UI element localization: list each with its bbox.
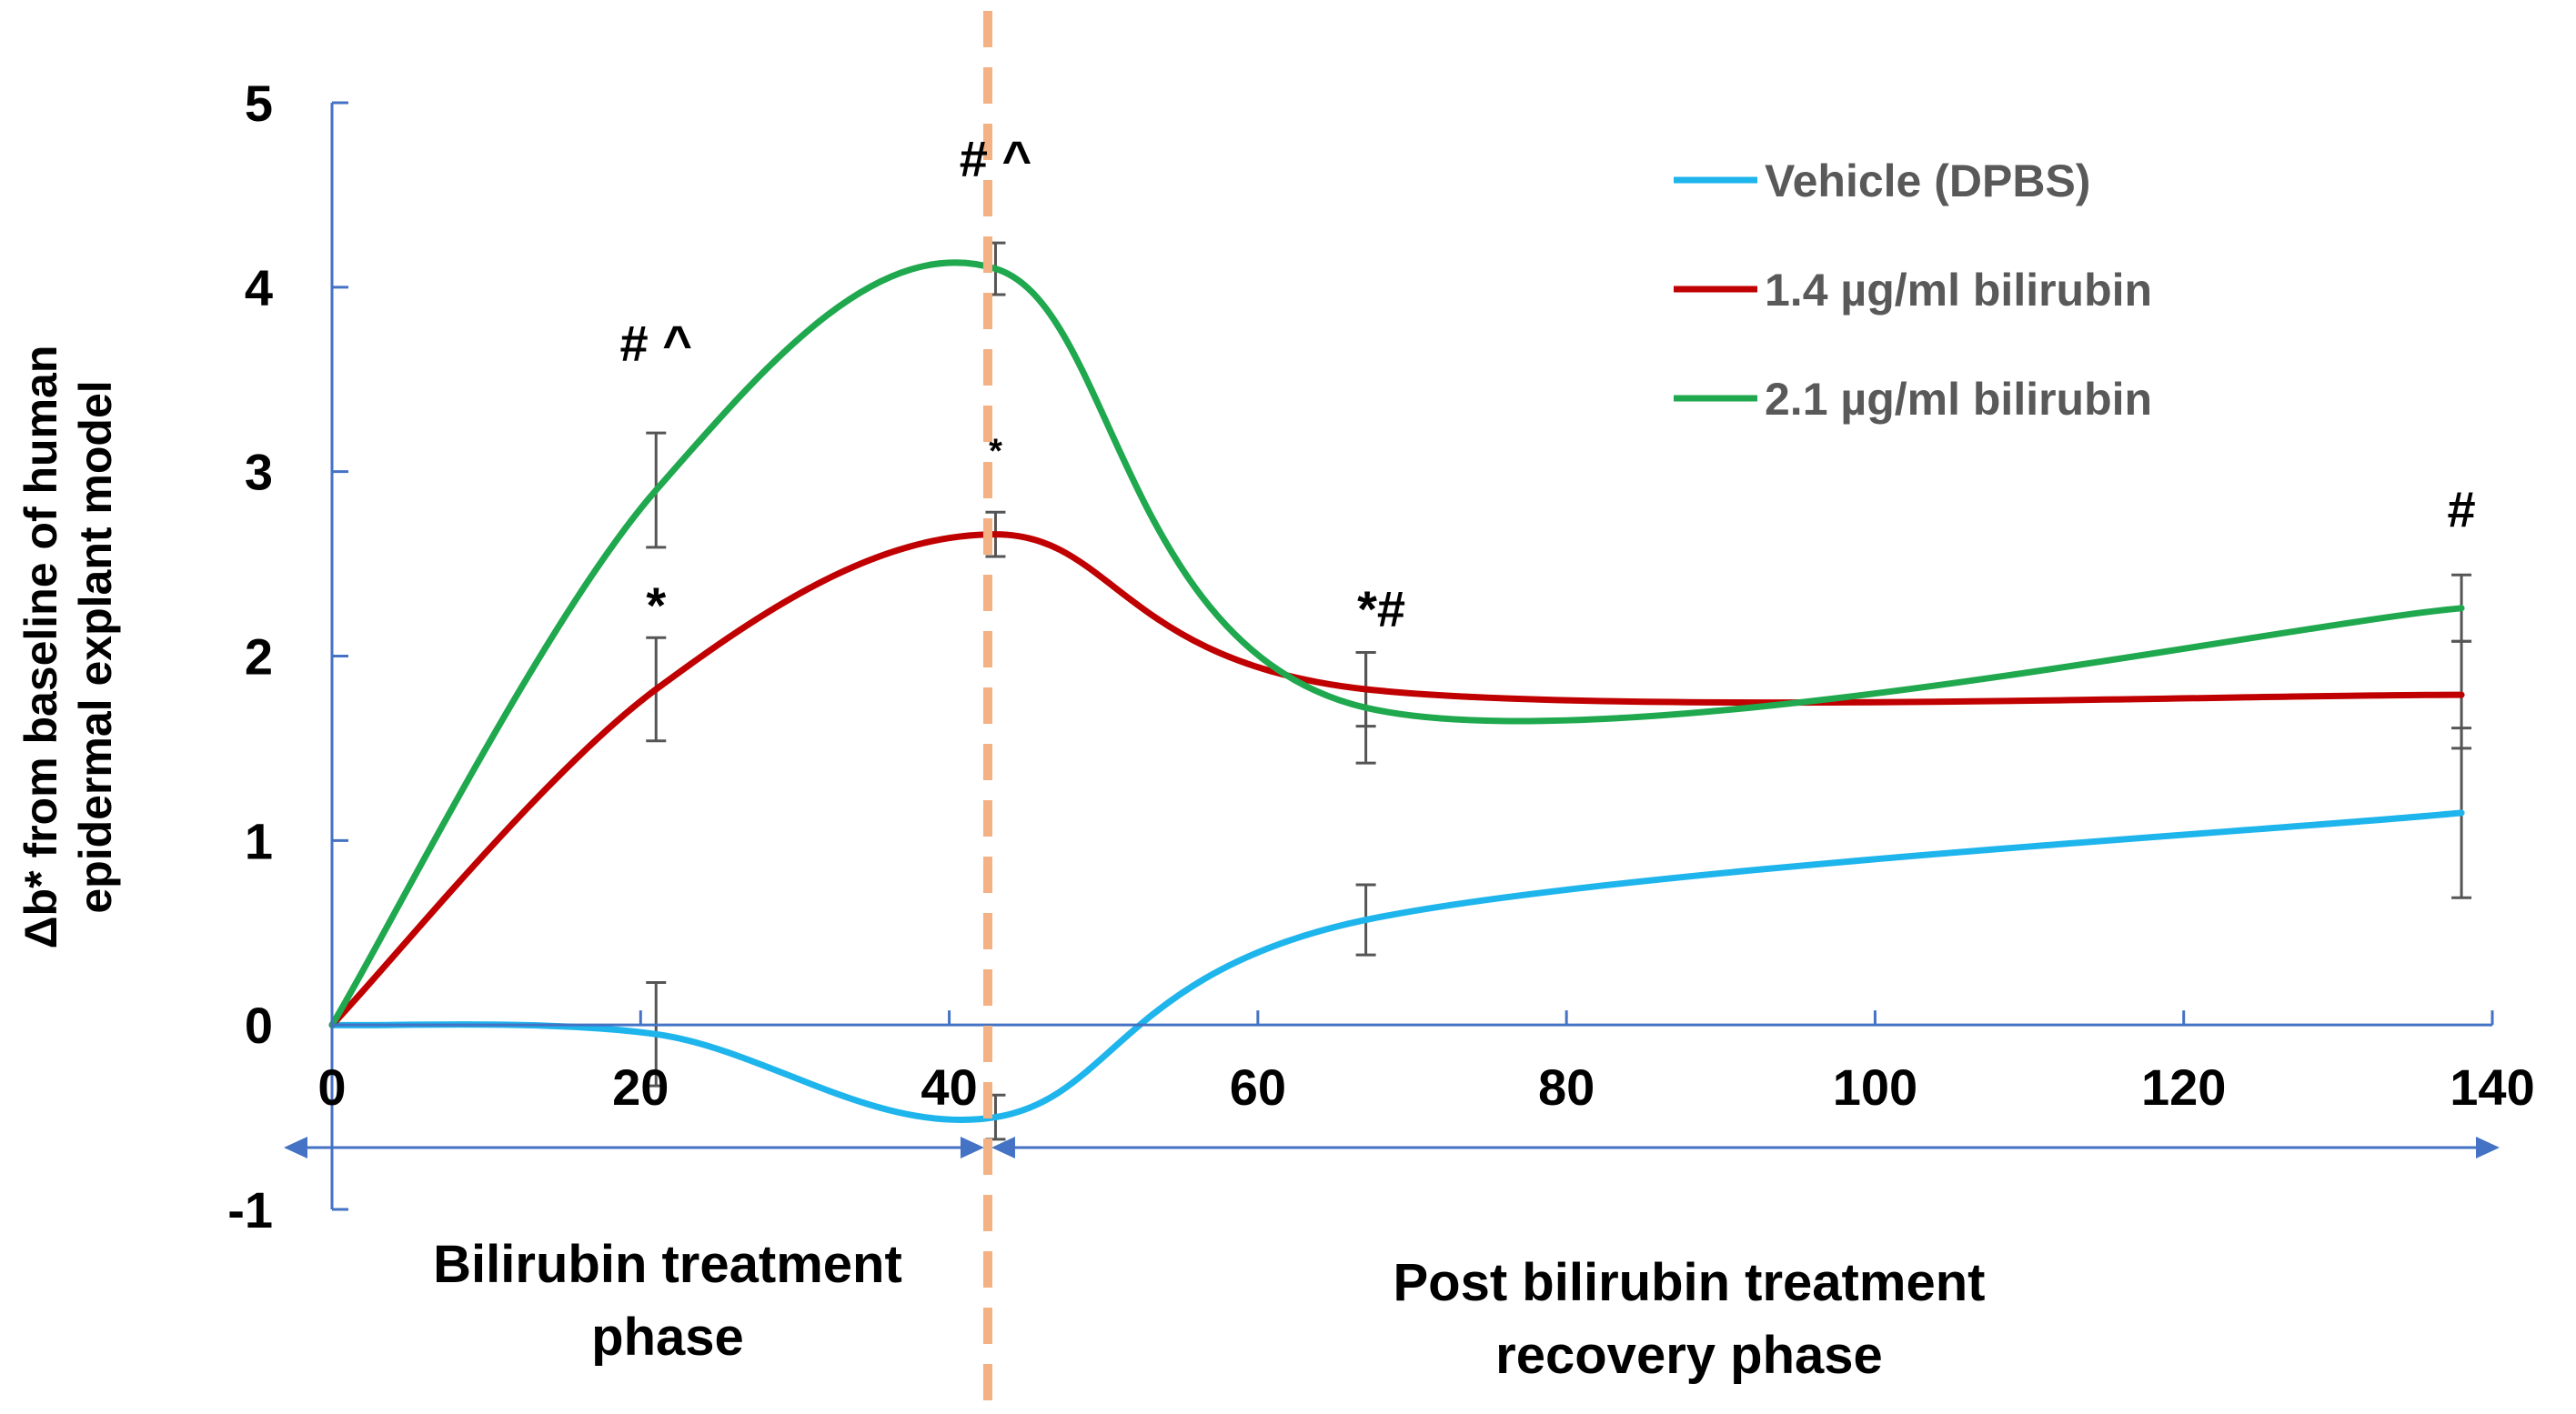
phase-label: recovery phase: [1495, 1326, 1883, 1385]
y-tick-label: 1: [245, 812, 273, 869]
significance-marker: # ^: [620, 315, 692, 372]
significance-marker: # ^: [960, 130, 1031, 187]
x-tick-label: 80: [1538, 1058, 1595, 1116]
y-tick-label: -1: [227, 1181, 273, 1239]
x-tick-label: 40: [921, 1058, 977, 1116]
error-bars: [646, 241, 2472, 1141]
recovery-phase-arrow-head-left: [991, 1137, 1015, 1158]
significance-marker: *: [989, 433, 1002, 471]
phase-label: Bilirubin treatment: [433, 1235, 902, 1294]
series-line-2: [328, 531, 2465, 1028]
significance-marker: *: [646, 577, 666, 634]
legend: Vehicle (DPBS) 1.4 µg/ml bilirubin 2.1 µg/…: [1674, 155, 2152, 425]
series-line-3: [328, 259, 2465, 1028]
significance-marker: *#: [1357, 580, 1405, 637]
recovery-phase-arrow-head-right: [2476, 1137, 2500, 1158]
legend-label-3: 2.1 µg/ml bilirubin: [1765, 374, 2152, 425]
x-tick-label: 120: [2141, 1058, 2226, 1116]
phase-label: Post bilirubin treatment: [1394, 1253, 1986, 1312]
treatment-phase-arrow-head-left: [284, 1137, 307, 1158]
y-tick-label: 0: [245, 997, 273, 1054]
y-axis-label: Δb* from baseline of human: [15, 346, 66, 949]
x-tick-label: 140: [2450, 1058, 2534, 1116]
legend-label-1: Vehicle (DPBS): [1765, 155, 2090, 206]
legend-label-2: 1.4 µg/ml bilirubin: [1765, 265, 2152, 316]
x-tick-label: 100: [1833, 1058, 1917, 1116]
series-lines: [328, 259, 2465, 1124]
axes: -1 0 1 2 3 4 5 0 20 40 60 80 100 120 140 Δb* from basel…: [15, 75, 2535, 1239]
y-tick-label: 2: [245, 628, 273, 686]
phase-label: phase: [591, 1308, 744, 1367]
y-axis-label: epidermal explant model: [70, 380, 121, 913]
treatment-phase-arrow-head-right: [960, 1137, 984, 1158]
y-tick-label: 3: [245, 444, 273, 501]
series-line-1: [328, 809, 2465, 1124]
chart-text: # ^ * # ^ * *# # Bilirubin treatment phase Post …: [433, 130, 2475, 1385]
x-tick-label: 20: [612, 1058, 669, 1116]
x-tick-label: 0: [317, 1058, 346, 1116]
y-tick-label: 5: [245, 75, 273, 132]
y-tick-label: 4: [245, 259, 273, 316]
x-tick-label: 60: [1230, 1058, 1286, 1116]
significance-marker: #: [2447, 481, 2475, 538]
